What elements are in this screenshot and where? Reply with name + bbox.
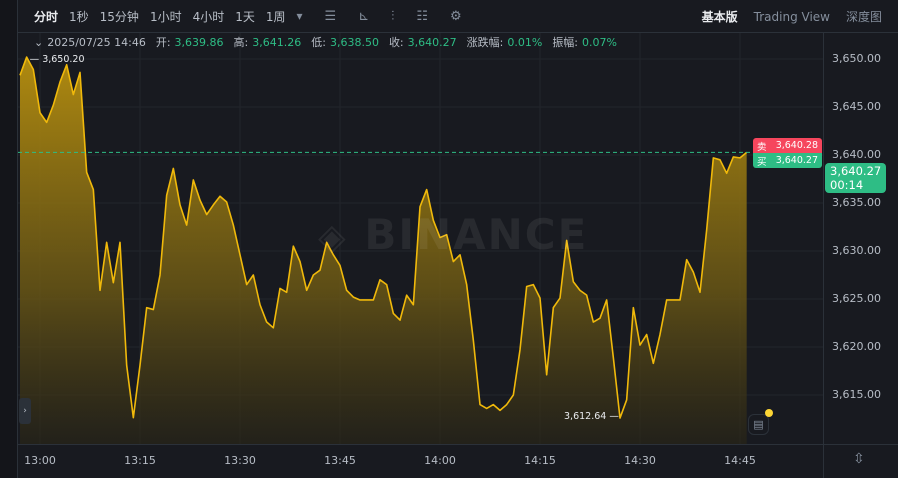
x-tick-label: 13:00 <box>24 454 56 467</box>
chart-type-icon[interactable]: ⫶ <box>391 8 395 24</box>
ask-price: 3,640.28 <box>775 140 818 151</box>
ask-row: 卖 3,640.28 <box>753 138 822 153</box>
price-line <box>19 56 748 419</box>
watermark-text: BINANCE <box>364 210 589 259</box>
x-tick-label: 13:15 <box>124 454 156 467</box>
close-label: 收: <box>388 36 404 49</box>
interval-tab[interactable]: 1天 <box>235 9 255 24</box>
view-tab[interactable]: 深度图 <box>845 10 882 24</box>
x-tick-label: 14:30 <box>624 454 656 467</box>
high-value: 3,641.26 <box>252 36 302 49</box>
time-axis-divider <box>18 444 898 445</box>
chart-toolbar: 分时 1秒 15分钟 1小时 4小时 1天 1周 ▾ ☰ ⊾ ⫶ ☷ ⚙ 基本版 Tradin… <box>18 0 898 33</box>
bid-label: 买 <box>757 156 767 168</box>
y-tick-label: 3,650.00 <box>832 52 881 65</box>
gear-icon[interactable]: ⚙ <box>450 8 462 24</box>
interval-tab[interactable]: 1小时 <box>149 9 182 24</box>
y-tick-label: 3,620.00 <box>832 340 881 353</box>
high-label: 高: <box>233 36 249 49</box>
bid-price: 3,640.27 <box>775 155 818 166</box>
current-price-badge: 3,640.27 00:14 <box>825 163 886 193</box>
x-tick-label: 14:45 <box>724 454 756 467</box>
low-marker-text: 3,612.64 <box>564 410 607 422</box>
y-tick-label: 3,625.00 <box>832 292 881 305</box>
bid-ask-box: 卖 3,640.28 买 3,640.27 <box>753 138 822 168</box>
amplitude-label: 振幅: <box>552 36 579 49</box>
low-label: 低: <box>311 36 326 49</box>
ohlc-info: ⌄ 2025/07/25 14:46 开: 3,639.86 高: 3,641.26… <box>34 36 623 50</box>
open-value: 3,639.86 <box>174 36 224 49</box>
low-value: 3,638.50 <box>329 36 379 49</box>
more-intervals-dropdown[interactable]: ▾ <box>296 9 303 23</box>
y-tick-label: 3,630.00 <box>832 244 881 257</box>
interval-tab[interactable]: 1周 <box>265 9 286 24</box>
current-price: 3,640.27 <box>830 164 882 178</box>
expand-sidebar-button[interactable]: › <box>19 398 31 424</box>
open-label: 开: <box>155 36 171 49</box>
price-area <box>20 57 747 444</box>
y-tick-label: 3,635.00 <box>832 196 881 209</box>
price-axis-divider <box>823 33 824 478</box>
amplitude-value: 0.07% <box>582 36 617 49</box>
interval-tab[interactable]: 分时 <box>34 9 59 24</box>
low-marker-label: 3,612.64 — <box>564 410 619 422</box>
news-icon: ▤ <box>753 418 764 431</box>
interval-tab[interactable]: 15分钟 <box>99 9 139 24</box>
x-tick-label: 14:15 <box>524 454 556 467</box>
notification-dot <box>765 409 773 417</box>
binance-watermark: ◈ BINANCE <box>318 210 589 259</box>
info-date: 2025/07/25 14:46 <box>47 36 146 49</box>
high-marker-text: 3,650.20 <box>42 54 85 65</box>
x-tick-label: 13:30 <box>224 454 256 467</box>
view-tab[interactable]: 基本版 <box>701 10 738 24</box>
close-value: 3,640.27 <box>407 36 457 49</box>
y-tick-label: 3,645.00 <box>832 100 881 113</box>
left-toolbar-strip <box>0 0 18 478</box>
ask-label: 卖 <box>757 141 767 153</box>
change-label: 涨跌幅: <box>466 36 504 49</box>
change-value: 0.01% <box>507 36 543 49</box>
view-tab[interactable]: Trading View <box>753 9 830 24</box>
auto-fit-icon[interactable]: ⇳ <box>853 451 865 467</box>
candle-countdown: 00:14 <box>830 178 864 192</box>
draw-icon[interactable]: ⊾ <box>358 8 370 24</box>
news-button[interactable]: ▤ <box>748 414 769 435</box>
indicator-icon[interactable]: ☰ <box>324 8 337 24</box>
interval-tab[interactable]: 4小时 <box>192 9 225 24</box>
interval-tab[interactable]: 1秒 <box>69 9 89 24</box>
y-tick-label: 3,615.00 <box>832 388 881 401</box>
x-tick-label: 13:45 <box>324 454 356 467</box>
high-marker-label: — 3,650.20 <box>29 54 85 65</box>
y-tick-label: 3,640.00 <box>832 148 881 161</box>
collapse-info-icon[interactable]: ⌄ <box>34 36 44 49</box>
bid-row: 买 3,640.27 <box>753 153 822 168</box>
x-tick-label: 14:00 <box>424 454 456 467</box>
settings-list-icon[interactable]: ☷ <box>416 8 428 24</box>
